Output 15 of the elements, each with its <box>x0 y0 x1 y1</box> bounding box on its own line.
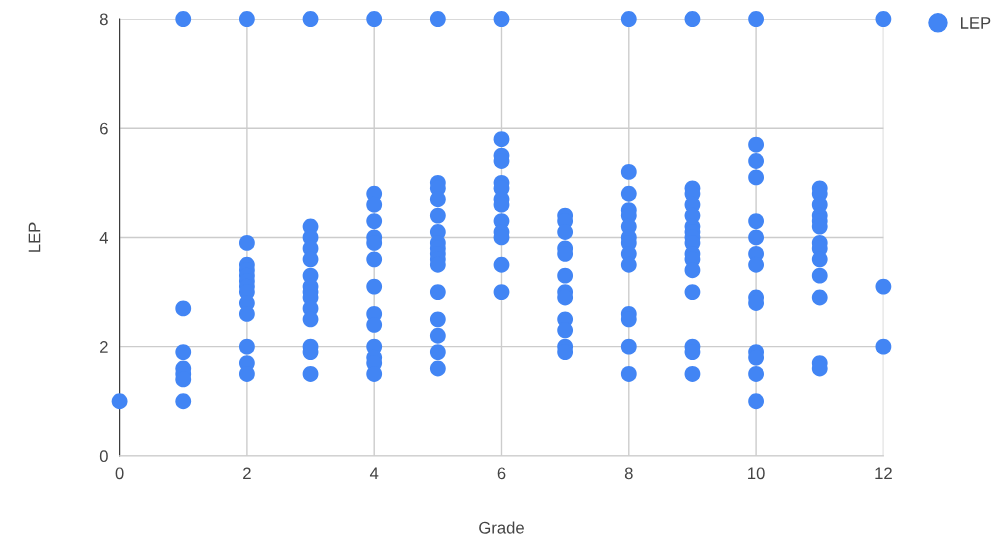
x-tick-label: 8 <box>624 467 633 480</box>
x-tick-label: 12 <box>875 467 892 480</box>
y-tick-label: 4 <box>99 232 108 244</box>
x-tick-label: 2 <box>243 467 251 480</box>
y-axis-title: LEP <box>28 222 41 252</box>
x-tick-label: 6 <box>497 467 506 480</box>
legend-label: LEP <box>961 17 991 29</box>
y-tick-label: 8 <box>99 13 108 26</box>
y-tick-label: 2 <box>100 341 108 353</box>
y-tick-label: 0 <box>99 450 108 463</box>
x-axis-title: Grade <box>479 521 524 534</box>
x-tick-label: 10 <box>748 467 765 480</box>
x-tick-label: 4 <box>369 467 379 480</box>
y-tick-label: 6 <box>100 122 108 135</box>
x-tick-label: 0 <box>115 467 124 480</box>
